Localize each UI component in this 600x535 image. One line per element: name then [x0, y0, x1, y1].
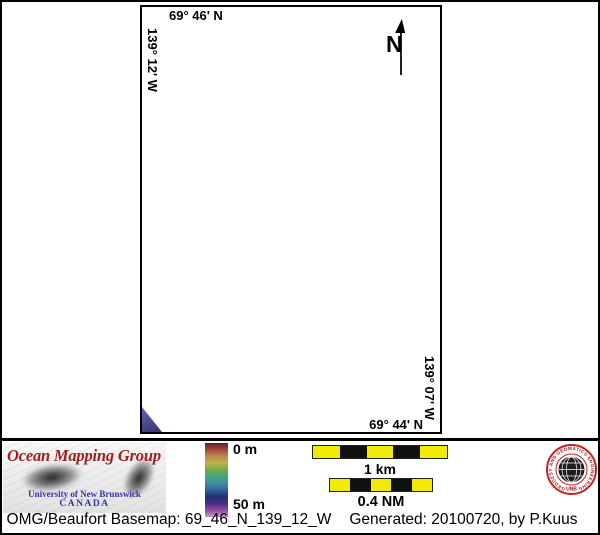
- omg-logo: Ocean Mapping Group University of New Br…: [3, 442, 166, 513]
- footer-divider: [2, 438, 598, 441]
- omg-logo-country: CANADA: [59, 499, 110, 509]
- scalebar-segment: [313, 446, 340, 458]
- omg-logo-title: Ocean Mapping Group: [7, 446, 161, 465]
- omg-logo-university: University of New Brunswick: [28, 489, 141, 499]
- map-panel: 69° 46' N 139° 12' W 139° 07' W 69° 44' …: [140, 5, 442, 434]
- scalebar-segment: [339, 446, 367, 458]
- scalebar-segment: [366, 446, 394, 458]
- scalebar-nm: [329, 478, 433, 492]
- map-label-left-longitude: 139° 12' W: [145, 28, 160, 92]
- north-arrow-letter: N: [386, 31, 403, 57]
- caption-product: OMG/Beaufort Basemap: 69_46_N_139_12_W: [6, 511, 332, 528]
- seal-unb-text: UNB: [566, 487, 577, 493]
- depth-colorbar-min-label: 0 m: [233, 441, 258, 457]
- depth-colorbar: [205, 443, 228, 517]
- depth-colorbar-max-label: 50 m: [233, 496, 265, 512]
- scalebar-segment: [411, 479, 433, 491]
- map-label-top-latitude: 69° 46' N: [169, 8, 223, 23]
- map-label-right-longitude: 139° 07' W: [422, 356, 437, 420]
- scalebar-km-label: 1 km: [364, 461, 396, 477]
- scalebar-segment: [391, 479, 412, 491]
- unb-gge-seal: GEODESY AND GEOMATICS ENGINEERING UNB: [546, 444, 597, 495]
- scalebar-nm-label: 0.4 NM: [357, 494, 405, 510]
- scalebar-km: [312, 445, 448, 459]
- caption-generated: Generated: 20100720, by P.Kuus: [349, 511, 578, 528]
- scalebar-segment: [370, 479, 392, 491]
- map-label-bottom-latitude: 69° 44' N: [369, 417, 423, 432]
- scalebar-segment: [330, 479, 351, 491]
- seal-inner-ring: [555, 453, 588, 486]
- footer-caption: OMG/Beaufort Basemap: 69_46_N_139_12_W Ge…: [2, 511, 590, 529]
- globe-icon: [558, 456, 585, 483]
- scalebar-segment: [393, 446, 421, 458]
- scalebar-segment: [420, 446, 447, 458]
- bathymetry-data-patch: [142, 407, 162, 432]
- scalebar-segment: [350, 479, 371, 491]
- north-arrow-icon: N: [382, 17, 422, 79]
- north-arrow-line: [400, 22, 402, 75]
